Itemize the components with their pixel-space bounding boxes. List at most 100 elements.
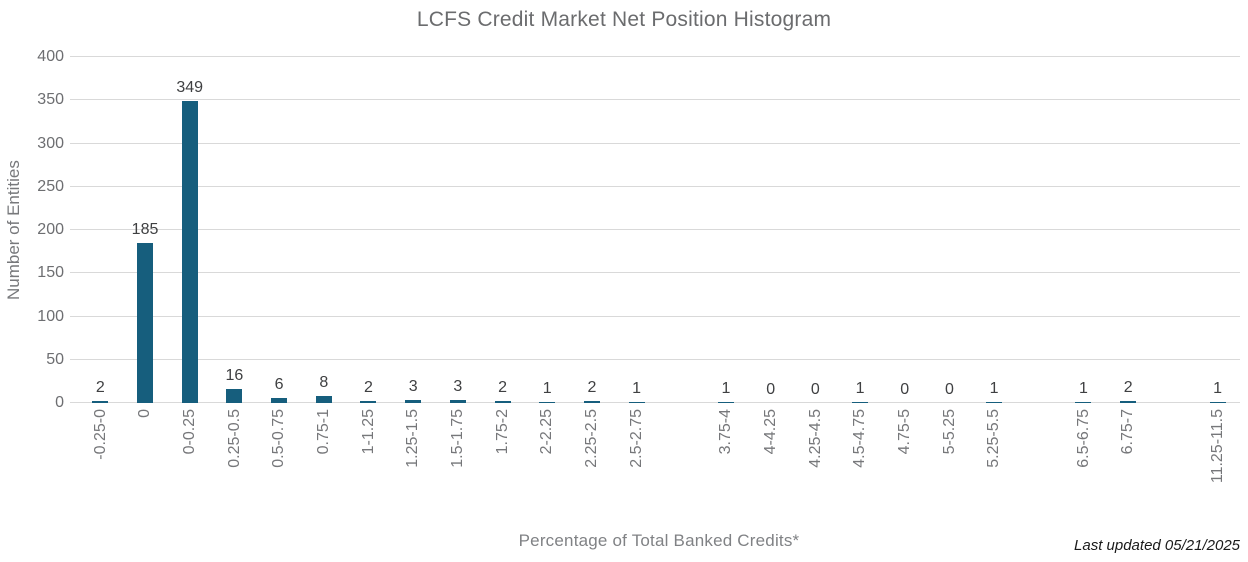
bar-value-label: 1	[989, 380, 999, 397]
bar-value-label: 2	[498, 379, 507, 396]
x-tick-slot: 2.5-2.75	[614, 409, 659, 527]
x-tick-label: 3.75-4	[717, 409, 735, 455]
bar-value-label: 349	[176, 79, 204, 96]
x-tick-slot: 4.25-4.5	[793, 409, 838, 527]
x-tick-label: 5.25-5.5	[985, 409, 1003, 468]
x-tick-label: -0.25-0	[91, 409, 109, 460]
y-tick-label: 350	[37, 91, 64, 109]
histogram-bar-slot: 2	[570, 57, 615, 403]
bar-value-label: 0	[944, 381, 954, 398]
histogram-bar	[539, 402, 556, 403]
x-tick-label: 6.5-6.75	[1074, 409, 1092, 468]
x-tick-slot: 5-5.25	[927, 409, 972, 527]
histogram-bar	[986, 402, 1003, 403]
histogram-bar-slot: 1	[614, 57, 659, 403]
histogram-bar-slot: 2	[480, 57, 525, 403]
y-tick-label: 250	[37, 177, 64, 195]
gridline	[70, 185, 1240, 187]
histogram-bar-slot: 0	[748, 57, 793, 403]
bar-value-label: 3	[408, 378, 418, 395]
bar-value-label: 1	[1079, 380, 1088, 397]
spacer-slot	[659, 57, 704, 403]
bars-container: 2 185 349 16 6 8 2 3 3 2 1 2 1 1 0 0 1 0 0 1 1 2 1	[78, 57, 1240, 403]
x-tick-label: 2.25-2.5	[583, 409, 601, 468]
histogram-bar	[717, 402, 734, 403]
bar-value-label: 8	[319, 374, 329, 391]
x-tick-label: 1-1.25	[359, 409, 377, 455]
bar-value-label: 2	[1123, 379, 1133, 396]
x-tick-slot: 5.25-5.5	[972, 409, 1017, 527]
x-tick-slot: 6.75-7	[1106, 409, 1151, 527]
x-tick-slot: 1.75-2	[480, 409, 525, 527]
x-tick-label: 4.75-5	[895, 409, 913, 455]
histogram-bar-slot: 1	[1195, 57, 1240, 403]
x-tick-slot: 0.75-1	[301, 409, 346, 527]
x-tick-slot: 3.75-4	[704, 409, 749, 527]
x-tick-slot: 4.75-5	[882, 409, 927, 527]
histogram-bar	[360, 401, 377, 403]
bar-value-label: 1	[1213, 380, 1222, 397]
histogram-bar	[1209, 402, 1226, 403]
x-tick-slot: 1.25-1.5	[391, 409, 436, 527]
x-axis-tick-labels: -0.25-0 0 0-0.25 0.25-0.5 0.5-0.75 0.75-1 1-1.…	[78, 409, 1240, 527]
histogram-bar	[405, 400, 422, 403]
histogram-bar	[226, 389, 243, 403]
y-axis-title: Number of Entities	[4, 160, 23, 300]
plot-area: 2 185 349 16 6 8 2 3 3 2 1 2 1 1 0 0 1 0 0 1 1 2 1 0 50 100 150 20…	[37, 49, 1240, 411]
x-tick-slot: 6.5-6.75	[1061, 409, 1106, 527]
x-tick-slot: 2-2.25	[525, 409, 570, 527]
x-tick-label: 0-0.25	[180, 409, 198, 455]
y-tick-label: 0	[55, 394, 64, 411]
x-tick-slot	[1016, 409, 1061, 527]
y-tick-label: 50	[46, 350, 64, 368]
histogram-bar-slot: 3	[391, 57, 436, 403]
histogram-bar	[628, 402, 645, 403]
x-tick-label: 1.5-1.75	[449, 409, 467, 468]
histogram-bar	[1075, 402, 1092, 403]
x-tick-label: 6.75-7	[1119, 409, 1137, 455]
gridline	[70, 272, 1240, 274]
histogram-bar-slot: 0	[882, 57, 927, 403]
x-tick-slot: 4.5-4.75	[838, 409, 883, 527]
bar-value-label: 2	[95, 379, 105, 396]
histogram-bar-slot: 16	[212, 57, 257, 403]
histogram-bar-slot: 1	[1061, 57, 1106, 403]
histogram-bar	[137, 243, 154, 403]
x-tick-label: 0.5-0.75	[270, 409, 288, 468]
gridline	[70, 99, 1240, 101]
x-tick-slot: -0.25-0	[78, 409, 123, 527]
bar-value-label: 2	[364, 379, 373, 396]
histogram-bar-slot: 2	[78, 57, 123, 403]
x-tick-slot	[659, 409, 704, 527]
histogram-bar-slot: 1	[525, 57, 570, 403]
histogram-bar-slot: 8	[301, 57, 346, 403]
bar-value-label: 2	[587, 379, 597, 396]
histogram-bar-slot: 2	[346, 57, 391, 403]
y-tick-label: 400	[37, 48, 64, 65]
gridline	[70, 229, 1240, 230]
histogram-bar	[852, 402, 869, 403]
histogram-bar	[449, 400, 466, 403]
histogram-bar-slot: 1	[838, 57, 883, 403]
histogram-bar	[583, 401, 600, 403]
gridline	[70, 358, 1240, 360]
x-tick-label: 0	[136, 409, 154, 418]
histogram-bar	[181, 101, 198, 403]
gridline	[70, 142, 1240, 144]
histogram-bar-slot: 185	[123, 57, 168, 403]
bar-value-label: 1	[632, 380, 642, 397]
x-tick-slot: 1-1.25	[346, 409, 391, 527]
bar-value-label: 0	[766, 381, 776, 398]
bar-value-label: 6	[274, 376, 284, 393]
x-tick-slot: 0.25-0.5	[212, 409, 257, 527]
histogram-bar	[271, 398, 288, 403]
x-tick-label: 2.5-2.75	[627, 409, 645, 468]
y-tick-label: 200	[37, 221, 64, 238]
histogram-bar-slot: 0	[927, 57, 972, 403]
histogram-bar-slot: 3	[436, 57, 481, 403]
y-tick-label: 300	[37, 134, 64, 152]
bar-value-label: 0	[810, 381, 820, 398]
x-tick-slot: 1.5-1.75	[436, 409, 481, 527]
bar-value-label: 0	[900, 381, 910, 398]
